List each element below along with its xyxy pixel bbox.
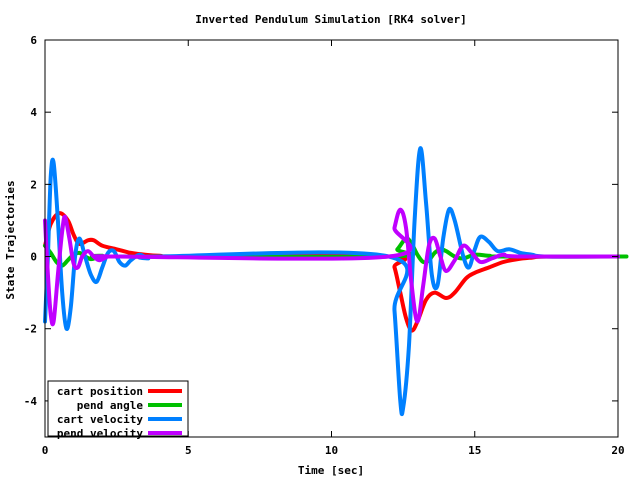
y-tick-label: 6 — [30, 34, 37, 47]
plot-frame — [44, 39, 619, 438]
legend-label: pend angle — [77, 399, 144, 412]
legend-label: cart position — [57, 385, 143, 398]
chart-title: Inverted Pendulum Simulation [RK4 solver… — [195, 13, 467, 26]
legend-label: pend velocity — [57, 427, 143, 440]
plot-lines — [43, 146, 629, 417]
y-tick-label: 4 — [30, 106, 37, 119]
x-axis-label: Time [sec] — [298, 464, 364, 477]
x-tick-label: 20 — [611, 444, 624, 457]
y-tick-label: 2 — [30, 178, 37, 191]
y-axis-label: State Trajectories — [4, 180, 17, 299]
y-tick-label: 0 — [30, 251, 37, 264]
series-line-2 — [43, 146, 620, 417]
series-line-3 — [43, 207, 620, 327]
x-tick-label: 5 — [185, 444, 192, 457]
series-line-0 — [43, 211, 620, 333]
y-tick-label: -4 — [24, 395, 38, 408]
y-tick-label: -2 — [24, 323, 37, 336]
x-tick-label: 0 — [42, 444, 49, 457]
legend-label: cart velocity — [57, 413, 143, 426]
x-tick-label: 15 — [468, 444, 481, 457]
x-tick-label: 10 — [325, 444, 338, 457]
axis-ticks: 0 5 10 15 20 -4 -2 0 2 4 6 — [24, 34, 625, 457]
